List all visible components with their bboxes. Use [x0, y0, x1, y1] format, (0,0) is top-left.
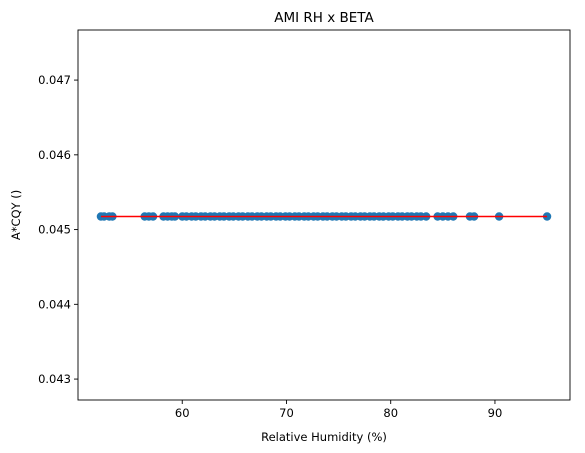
- axes-frame: [77, 29, 571, 401]
- chart-title: AMI RH x BETA: [274, 10, 374, 26]
- x-tick-label: 60: [175, 406, 190, 420]
- y-tick-label: 0.046: [38, 148, 71, 162]
- y-tick-label: 0.044: [38, 297, 71, 311]
- axes-border: [77, 29, 571, 401]
- y-axis-ticks: 0.043 0.044 0.045 0.046 0.047: [38, 73, 78, 386]
- y-tick-label: 0.047: [38, 73, 71, 87]
- x-tick-label: 70: [279, 406, 294, 420]
- y-tick-label: 0.045: [38, 223, 71, 237]
- x-axis-ticks: 60 70 80 90: [175, 400, 502, 420]
- y-axis-label: A*CQY (): [9, 190, 23, 240]
- x-tick-label: 80: [383, 406, 398, 420]
- x-axis-label: Relative Humidity (%): [261, 430, 387, 444]
- y-tick-label: 0.043: [38, 372, 71, 386]
- x-tick-label: 90: [488, 406, 503, 420]
